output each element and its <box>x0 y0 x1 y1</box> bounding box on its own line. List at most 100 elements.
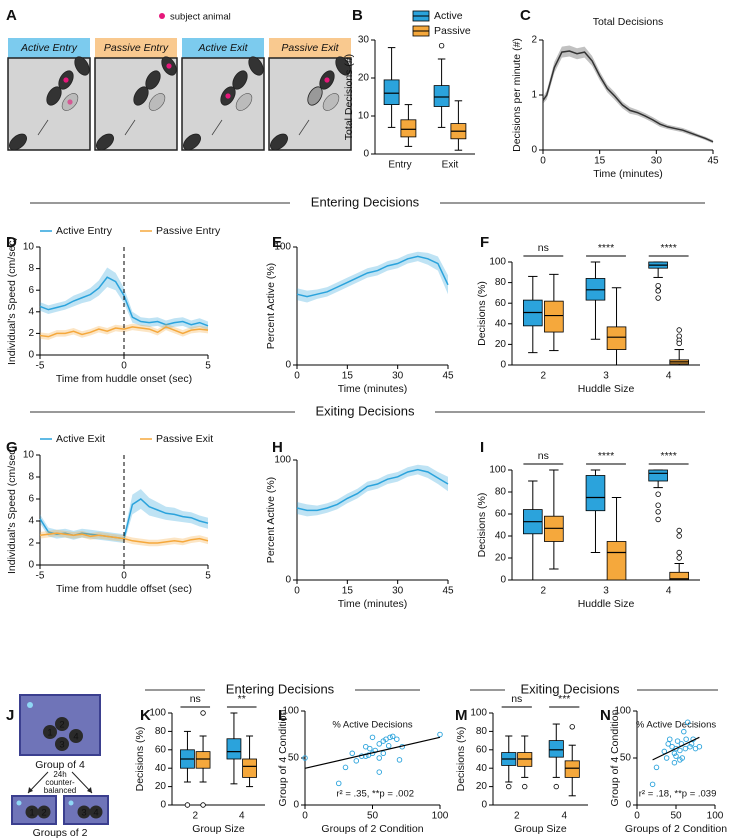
point <box>665 741 671 747</box>
x-tick-label: 3 <box>603 586 609 597</box>
mover <box>148 93 166 111</box>
legend-label: subject animal <box>170 12 231 23</box>
box-label: Passive Exit <box>281 42 339 54</box>
point <box>349 750 356 757</box>
x-axis-label: Group Size <box>514 823 567 835</box>
significance-label: **** <box>598 450 614 462</box>
x-tick-label: 50 <box>670 811 682 822</box>
outlier <box>506 783 512 790</box>
legend-label: Passive <box>434 25 471 37</box>
line <box>39 276 209 327</box>
mouse <box>145 70 161 90</box>
legend-dot <box>159 13 165 19</box>
x-tick-label: 0 <box>121 361 127 372</box>
mouse <box>55 717 69 731</box>
nest-icon <box>16 800 22 806</box>
y-tick-label: 4 <box>28 306 34 317</box>
box <box>548 740 564 758</box>
mouse-number: 1 <box>29 808 34 819</box>
y-tick-label: 0 <box>160 800 166 811</box>
outlier <box>676 533 682 539</box>
error-band <box>297 464 448 517</box>
y-tick-label: 60 <box>495 298 507 309</box>
y-axis-label: Percent Active (%) <box>265 263 277 349</box>
mouse <box>37 805 51 819</box>
x-axis-label: Time from huddle offset (sec) <box>56 583 192 595</box>
y-tick-label: 20 <box>476 781 488 792</box>
panel-letter: E <box>272 234 282 251</box>
x-tick-label: 45 <box>707 156 719 167</box>
x-tick-label: 3 <box>603 371 609 382</box>
mouse-number: 2 <box>59 720 64 731</box>
mouse-number: 3 <box>59 740 64 751</box>
y-axis-label: Group of 4 Condition <box>609 709 621 806</box>
arrow-label: counter- <box>45 778 75 787</box>
x-tick-label: 100 <box>432 811 449 822</box>
line <box>39 532 209 544</box>
point <box>369 734 376 741</box>
group-label: Groups of 2 <box>33 827 88 839</box>
point <box>387 734 393 741</box>
x-tick-label: 4 <box>239 811 245 822</box>
significance-label: ** <box>238 693 246 705</box>
y-axis-label: Decisions (%) <box>455 727 467 792</box>
y-tick-label: 2 <box>28 538 34 549</box>
panel-letter: A <box>6 7 17 24</box>
significance-label: ns <box>538 450 549 462</box>
y-axis-label: Percent Active (%) <box>265 477 277 563</box>
significance-label: **** <box>660 242 676 254</box>
outlier <box>655 509 661 515</box>
mouse-number: 3 <box>81 808 86 819</box>
y-tick-label: 30 <box>358 35 370 46</box>
y-tick-label: 100 <box>149 708 166 719</box>
error-band <box>40 489 208 543</box>
point <box>376 755 383 761</box>
subject-marker <box>67 99 73 105</box>
panel-letter: J <box>6 707 14 724</box>
group-label: Group of 4 <box>35 759 85 771</box>
legend-label: Passive Exit <box>156 433 213 445</box>
y-tick-label: 0 <box>363 149 369 160</box>
y-tick-label: 100 <box>489 465 506 476</box>
x-tick-label: 0 <box>294 586 300 597</box>
point <box>342 764 349 771</box>
x-tick-label: 0 <box>302 811 308 822</box>
motion-arrow <box>37 119 49 136</box>
outlier <box>655 502 661 508</box>
point <box>677 747 683 754</box>
x-tick-label: 15 <box>594 156 606 167</box>
x-axis-label: Huddle Size <box>578 598 635 610</box>
box-label: Active Exit <box>197 42 248 54</box>
box <box>242 758 257 778</box>
chart-title: % Active Decisions <box>332 720 413 731</box>
x-tick-label: 50 <box>367 811 379 822</box>
y-tick-label: 80 <box>155 726 167 737</box>
y-tick-label: 40 <box>495 531 507 542</box>
outlier <box>522 783 528 790</box>
point <box>394 736 400 742</box>
y-tick-label: 80 <box>476 726 488 737</box>
mouse <box>89 805 103 819</box>
point <box>390 733 396 740</box>
mouse <box>43 725 57 739</box>
box <box>669 571 689 581</box>
mouse <box>9 133 27 151</box>
x-tick-label: 2 <box>541 586 547 597</box>
outlier <box>655 295 661 301</box>
significance-label: *** <box>558 693 570 705</box>
y-tick-label: 6 <box>28 285 34 296</box>
mouse-number: 4 <box>93 808 98 819</box>
outlier <box>655 288 661 294</box>
point <box>696 743 703 750</box>
chart-title: Total Decisions <box>593 16 664 28</box>
arrow-label: 24h <box>53 770 66 779</box>
y-tick-label: 40 <box>155 763 167 774</box>
mouse-number: 2 <box>41 808 46 819</box>
y-tick-label: 1 <box>531 90 537 101</box>
x-tick-label: 4 <box>561 811 567 822</box>
arrow-head <box>87 787 92 793</box>
line <box>296 468 449 512</box>
significance-label: ns <box>538 242 549 254</box>
mouse-number: 4 <box>73 732 78 743</box>
